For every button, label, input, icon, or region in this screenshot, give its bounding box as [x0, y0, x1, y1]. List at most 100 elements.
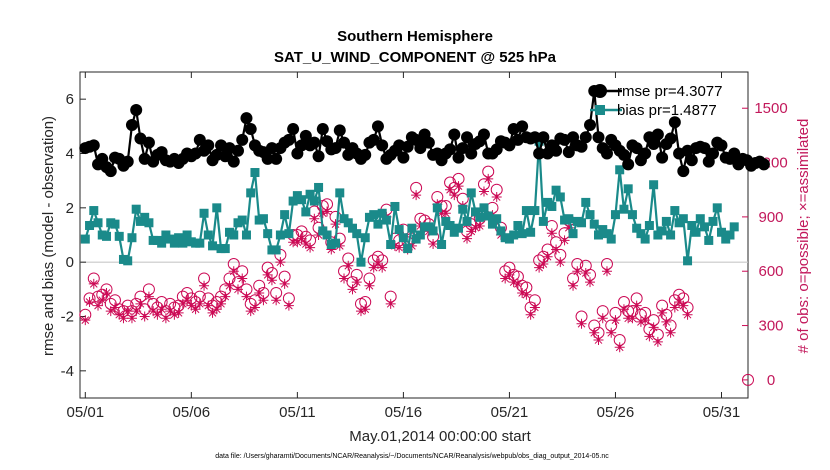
obs-assimilated-point	[474, 220, 485, 231]
bias-point	[568, 229, 578, 239]
bias-point	[670, 206, 680, 216]
bias-point	[356, 257, 366, 267]
legend-rmse-marker	[593, 84, 607, 98]
obs-assimilated-point	[491, 191, 502, 202]
obs-assimilated-point	[453, 181, 464, 192]
bias-point	[432, 203, 442, 213]
bias-point	[589, 219, 599, 229]
bias-point	[110, 219, 120, 229]
obs-assimilated-point	[500, 273, 511, 284]
bias-point	[487, 219, 497, 229]
bias-point	[140, 212, 150, 222]
x-tick-label: 05/26	[597, 404, 635, 421]
rmse-point	[461, 131, 474, 144]
obs-assimilated-point	[563, 222, 574, 233]
bias-point	[458, 204, 468, 214]
rmse-point	[562, 146, 575, 159]
rmse-point	[584, 118, 597, 131]
rmse-point	[707, 147, 720, 160]
rmse-point	[537, 131, 550, 144]
rmse-point	[240, 112, 253, 125]
rmse-point	[516, 120, 529, 133]
obs-assimilated-point	[601, 266, 612, 277]
chart-subtitle: SAT_U_WIND_COMPONENT @ 525 hPa	[274, 49, 557, 66]
obs-assimilated-point	[186, 300, 197, 311]
bias-point	[678, 214, 688, 224]
bias-point	[280, 210, 290, 220]
x-tick-label: 05/31	[703, 404, 741, 421]
bias-point	[144, 218, 154, 228]
bias-point	[246, 188, 256, 198]
x-tick-label: 05/11	[279, 404, 315, 421]
obs-assimilated-point	[305, 242, 316, 253]
bias-point	[466, 188, 476, 198]
rmse-point	[647, 137, 660, 150]
bias-point	[530, 206, 540, 216]
obs-assimilated-point	[97, 295, 108, 306]
obs-assimilated-point	[478, 186, 489, 197]
bias-point	[649, 180, 659, 190]
rmse-point	[87, 139, 100, 152]
obs-assimilated-point	[220, 291, 231, 302]
bias-point	[627, 210, 637, 220]
bias-point	[373, 219, 383, 229]
bias-point	[369, 210, 379, 220]
obs-assimilated-point	[317, 208, 328, 219]
bias-point	[716, 227, 726, 237]
obs-assimilated-point	[203, 300, 214, 311]
obs-assimilated-point	[271, 295, 282, 306]
obs-assimilated-point	[674, 297, 685, 308]
y-tick-label-right: 0	[767, 372, 775, 389]
bias-point	[89, 206, 99, 216]
bias-point	[708, 216, 718, 226]
obs-assimilated-point	[283, 300, 294, 311]
obs-assimilated-point	[296, 233, 307, 244]
bias-point	[284, 229, 294, 239]
bias-point	[407, 223, 417, 233]
rmse-point	[397, 151, 410, 164]
obs-assimilated-point	[411, 190, 422, 201]
bias-point	[199, 208, 209, 218]
rmse-point	[376, 139, 389, 152]
bias-point	[314, 182, 324, 192]
rmse-point	[600, 147, 613, 160]
obs-assimilated-point	[131, 306, 142, 317]
bias-point	[581, 197, 591, 207]
bias-point	[437, 240, 447, 250]
bias-point	[263, 229, 273, 239]
obs-assimilated-point	[177, 298, 188, 309]
obs-assimilated-point	[249, 302, 260, 313]
obs-assimilated-point	[190, 304, 201, 315]
bias-point	[606, 234, 616, 244]
obs-assimilated-point	[211, 304, 222, 315]
y-tick-label-left: 6	[66, 91, 74, 108]
bias-point	[640, 234, 650, 244]
rmse-point	[550, 144, 563, 157]
bias-point	[381, 215, 391, 225]
rmse-point	[448, 128, 461, 141]
rmse-point	[664, 132, 677, 145]
obs-assimilated-point	[462, 233, 473, 244]
rmse-point	[592, 131, 605, 144]
bias-point	[725, 230, 735, 240]
obs-assimilated-point	[652, 336, 663, 347]
bias-point	[564, 214, 574, 224]
rmse-point	[715, 139, 728, 152]
rmse-point	[142, 136, 155, 149]
bias-point	[275, 230, 285, 240]
obs-assimilated-point	[339, 273, 350, 284]
bias-point	[644, 220, 654, 230]
rmse-point	[202, 139, 215, 152]
rmse-point	[452, 151, 465, 164]
bias-point	[241, 230, 251, 240]
bias-point	[335, 188, 345, 198]
bias-point	[454, 223, 464, 233]
obs-assimilated-point	[279, 278, 290, 289]
bias-point	[114, 231, 124, 241]
rmse-point	[617, 148, 630, 161]
bias-point	[297, 195, 307, 205]
rmse-point	[465, 147, 478, 160]
obs-assimilated-point	[627, 313, 638, 324]
obs-assimilated-point	[521, 289, 532, 300]
